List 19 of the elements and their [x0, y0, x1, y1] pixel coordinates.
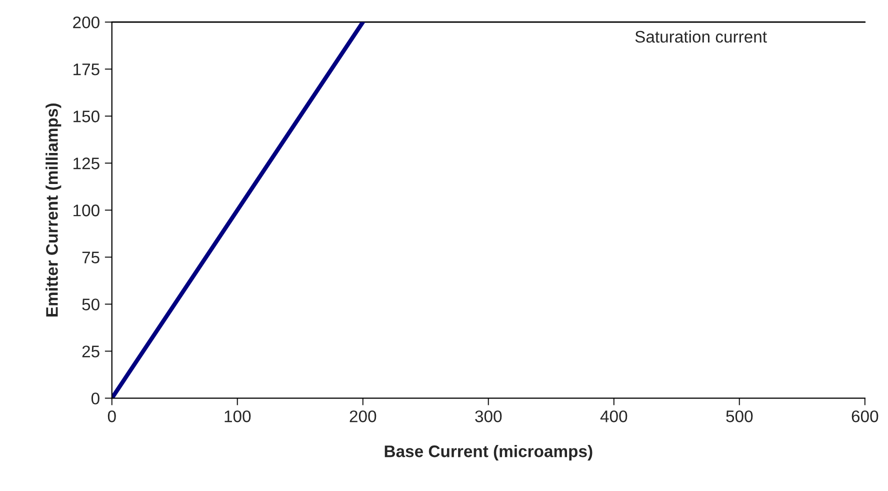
x-tick-label: 300	[475, 410, 502, 422]
ref-line-label: Saturation current	[635, 30, 767, 43]
x-tick-label: 200	[350, 410, 376, 422]
y-tick-label: 175	[74, 64, 100, 76]
y-tick-label: 150	[74, 110, 100, 122]
y-axis-title: Emitter Current (milliamps)	[46, 104, 62, 316]
y-tick-label: 50	[82, 298, 100, 310]
y-tick-label: 100	[74, 204, 100, 216]
y-tick-label: 125	[74, 158, 100, 170]
y-tick-label: 25	[82, 346, 100, 358]
y-tick-label: 200	[73, 16, 100, 28]
x-axis-title: Base Current (microamps)	[384, 444, 592, 461]
x-tick-label: 400	[600, 410, 628, 422]
x-tick-label: 600	[852, 410, 878, 422]
y-tick-label: 0	[91, 392, 100, 404]
y-tick-label: 75	[82, 252, 100, 264]
x-tick-label: 100	[224, 410, 251, 422]
x-tick-label: 500	[726, 410, 753, 422]
x-tick-label: 0	[108, 410, 116, 422]
